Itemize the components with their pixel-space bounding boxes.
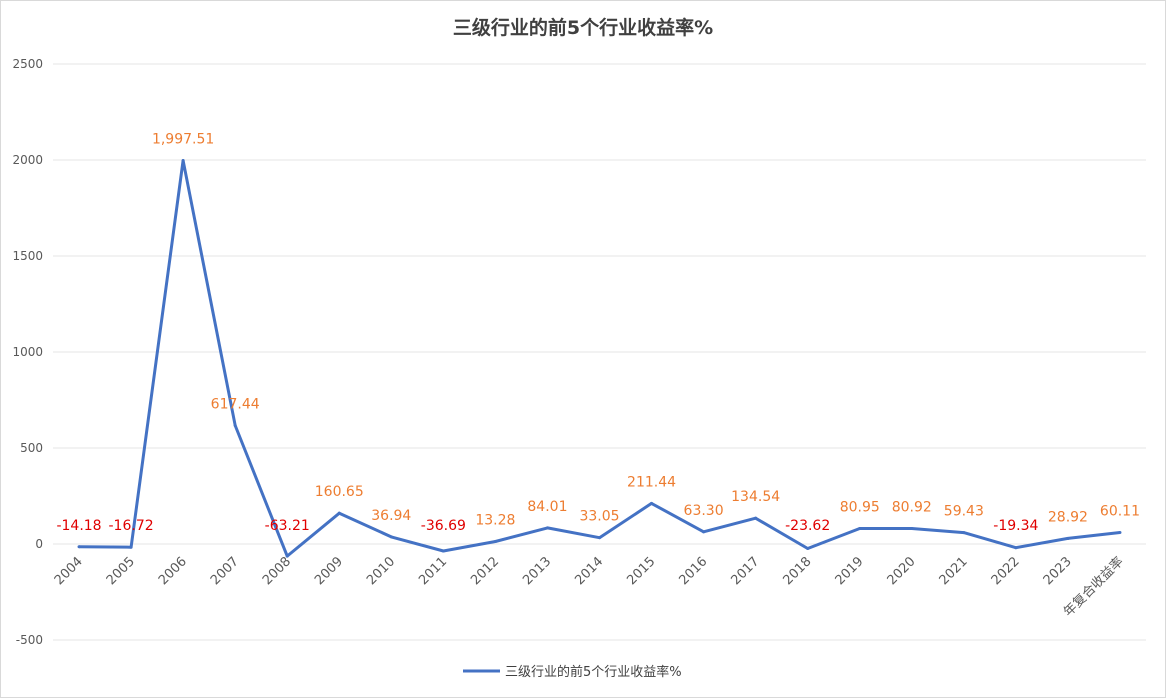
x-axis: 2004 2005 2006 2007 2008 2009 2010 2011 2012 2013… [52, 554, 1127, 620]
legend-label: 三级行业的前5个行业收益率% [505, 664, 682, 680]
data-label: 60.11 [1100, 503, 1140, 519]
y-axis: 2500 2000 1500 1000 500 0 -500 [12, 57, 43, 647]
x-tick-label: 2012 [468, 554, 502, 588]
x-tick-label: 2007 [208, 554, 242, 588]
data-label: -14.18 [56, 518, 101, 534]
data-point [702, 530, 706, 534]
data-label: 28.92 [1048, 509, 1088, 525]
y-tick-label: 1000 [12, 345, 43, 359]
y-tick-label: 1500 [12, 249, 43, 263]
data-point [233, 423, 237, 427]
x-tick-label: 2005 [104, 554, 138, 588]
data-point [77, 545, 81, 549]
legend: 三级行业的前5个行业收益率% [463, 664, 682, 680]
data-point [545, 526, 549, 530]
data-point [858, 526, 862, 530]
data-label: 80.92 [892, 499, 932, 515]
x-tick-label: 2017 [728, 554, 762, 588]
data-point [493, 539, 497, 543]
data-label: -19.34 [993, 518, 1038, 534]
y-tick-label: 0 [35, 537, 43, 551]
data-label: 33.05 [579, 509, 619, 525]
data-label: -23.62 [785, 518, 830, 534]
x-tick-label: 2021 [937, 554, 971, 588]
x-tick-label: 2015 [624, 554, 658, 588]
x-tick-label: 2019 [833, 554, 867, 588]
x-tick-label: 2011 [416, 554, 450, 588]
data-label: -36.69 [421, 518, 466, 534]
y-tick-label: 2500 [12, 57, 43, 71]
data-point [1118, 530, 1122, 534]
data-label: 63.30 [684, 503, 724, 519]
data-label: 211.44 [627, 474, 676, 490]
y-tick-label: 2000 [12, 153, 43, 167]
data-labels: -14.18 -16.72 1,997.51 617.44 -63.21 160.65 36… [56, 131, 1140, 534]
x-tick-label: 2008 [260, 554, 294, 588]
data-point [129, 545, 133, 549]
x-tick-label: 2023 [1041, 554, 1075, 588]
data-point [441, 549, 445, 553]
series-line [78, 159, 1121, 558]
chart-title: 三级行业的前5个行业收益率% [453, 16, 713, 39]
x-tick-label: 2010 [364, 554, 398, 588]
data-label: 617.44 [211, 396, 260, 412]
data-point [910, 526, 914, 530]
data-label: 13.28 [475, 512, 515, 528]
data-label: -63.21 [265, 518, 310, 534]
y-tick-label: 500 [20, 441, 43, 455]
x-tick-label: 2014 [572, 554, 606, 588]
data-label: 59.43 [944, 504, 984, 520]
data-label: 80.95 [840, 499, 880, 515]
data-label: 1,997.51 [152, 131, 214, 147]
data-point [389, 535, 393, 539]
data-point [650, 501, 654, 505]
data-point [1066, 536, 1070, 540]
data-label: -16.72 [109, 518, 154, 534]
data-point [337, 511, 341, 515]
x-tick-label: 2013 [520, 554, 554, 588]
data-point [181, 158, 185, 162]
data-point [806, 547, 810, 551]
x-tick-label: 2020 [885, 554, 919, 588]
x-tick-label: 2018 [781, 554, 815, 588]
data-point [754, 516, 758, 520]
data-point [1014, 546, 1018, 550]
data-label: 84.01 [527, 499, 567, 515]
data-label: 160.65 [315, 484, 364, 500]
x-tick-label: 2006 [156, 554, 190, 588]
grid-lines [53, 63, 1146, 641]
x-tick-label: 2016 [676, 554, 710, 588]
x-tick-label: 2004 [52, 554, 86, 588]
y-tick-label: -500 [16, 633, 43, 647]
data-label: 134.54 [731, 489, 780, 505]
data-point [285, 554, 289, 558]
data-label: 36.94 [371, 508, 411, 524]
data-point [598, 536, 601, 540]
x-tick-label: 2022 [989, 554, 1023, 588]
series-lines [77, 158, 1122, 558]
x-tick-label: 2009 [312, 554, 346, 588]
data-point [962, 531, 966, 535]
